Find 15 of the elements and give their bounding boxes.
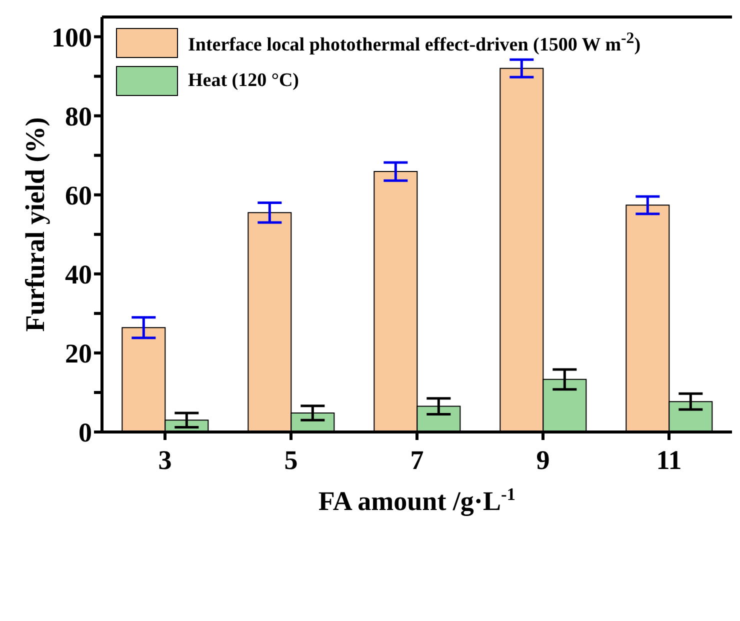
y-axis-title: Furfural yield (%): [20, 117, 50, 332]
legend-label: Interface local photothermal effect-driven (1500 W m$^{-2}$): [188, 30, 641, 56]
y-tick-label: 0: [78, 418, 92, 448]
y-tick-label: 100: [52, 22, 92, 52]
legend-label: Heat (120 °C): [188, 70, 300, 92]
y-tick-label: 40: [65, 259, 92, 290]
x-tick-label: 9: [536, 445, 550, 476]
y-tick-label: 60: [65, 180, 92, 210]
y-tick-label: 80: [65, 101, 92, 132]
x-tick-label: 7: [410, 445, 424, 476]
y-tick-label: 20: [65, 338, 92, 369]
x-tick-label: 11: [656, 445, 682, 476]
x-axis-title: FA amount /g·L$^{-1}$: [318, 484, 516, 516]
x-tick-label: 3: [158, 445, 172, 476]
x-tick-label: 5: [284, 445, 298, 476]
